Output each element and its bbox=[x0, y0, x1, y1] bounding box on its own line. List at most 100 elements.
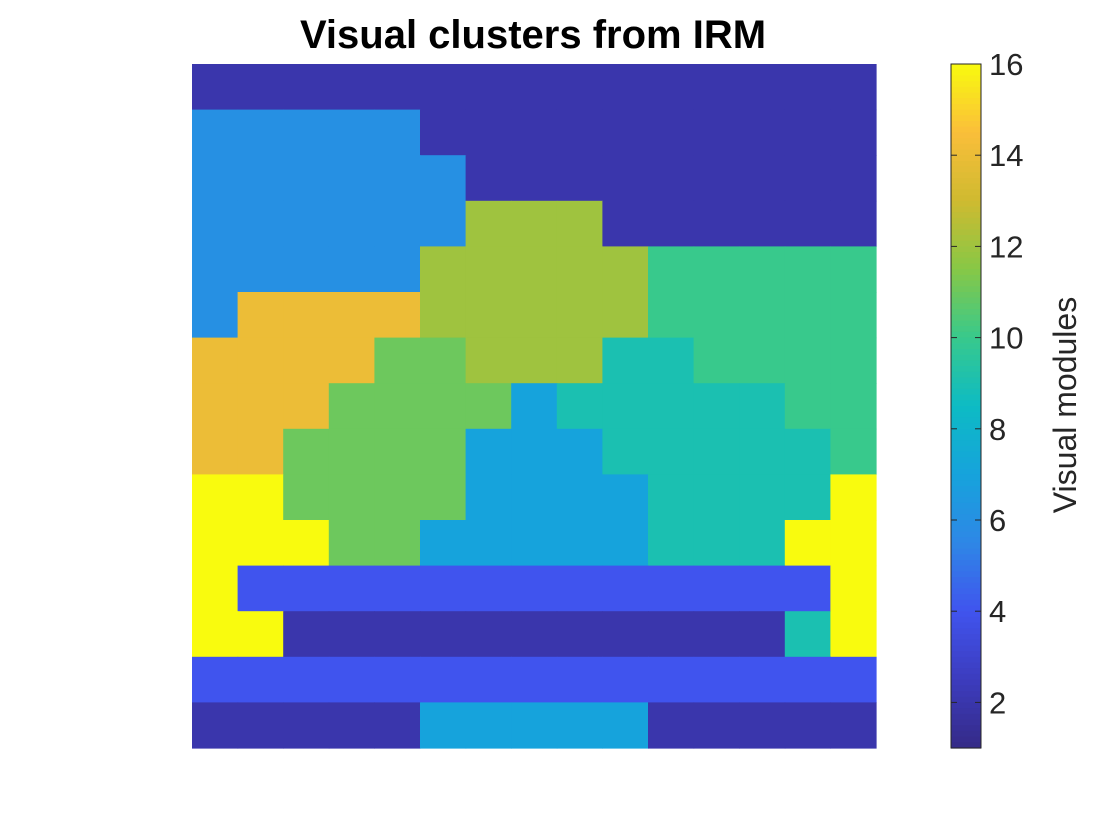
heatmap-cell bbox=[283, 109, 330, 156]
heatmap-cell bbox=[648, 656, 695, 703]
heatmap-cell bbox=[602, 520, 649, 567]
heatmap-cell bbox=[465, 383, 512, 430]
heatmap-cell bbox=[739, 109, 786, 156]
heatmap-cell bbox=[374, 64, 421, 111]
heatmap-cell bbox=[283, 565, 330, 612]
colorbar-segment bbox=[951, 75, 981, 82]
colorbar-segment bbox=[951, 571, 981, 578]
colorbar-segment bbox=[951, 628, 981, 635]
heatmap-cell bbox=[374, 337, 421, 384]
heatmap-cell bbox=[648, 702, 695, 749]
colorbar-segment bbox=[951, 394, 981, 401]
colorbar-segment bbox=[951, 155, 981, 162]
heatmap-cell bbox=[556, 565, 603, 612]
heatmap-cell bbox=[556, 474, 603, 521]
colorbar-segment bbox=[951, 691, 981, 698]
heatmap-cell bbox=[192, 155, 239, 202]
heatmap-cell bbox=[602, 200, 649, 247]
colorbar-segment bbox=[951, 166, 981, 173]
heatmap-cell bbox=[830, 656, 877, 703]
colorbar-segment bbox=[951, 274, 981, 282]
colorbar-segment bbox=[951, 520, 981, 527]
colorbar-segment bbox=[951, 121, 981, 128]
heatmap-cell bbox=[192, 337, 239, 384]
colorbar-segment bbox=[951, 138, 981, 145]
colorbar-segment bbox=[951, 103, 981, 111]
colorbar-segment bbox=[951, 388, 981, 396]
chart-title: Visual clusters from IRM bbox=[300, 13, 766, 57]
heatmap-cell bbox=[511, 64, 558, 111]
colorbar-segment bbox=[951, 383, 981, 390]
colorbar-segment bbox=[951, 468, 981, 475]
heatmap-cell bbox=[830, 155, 877, 202]
heatmap-cell bbox=[328, 109, 375, 156]
colorbar-segment bbox=[951, 172, 981, 179]
heatmap-cell bbox=[830, 428, 877, 475]
heatmap-cell bbox=[328, 155, 375, 202]
heatmap-cell bbox=[192, 656, 239, 703]
colorbar-segment bbox=[951, 69, 981, 76]
heatmap-cell bbox=[374, 565, 421, 612]
colorbar-frame bbox=[950, 63, 982, 749]
heatmap-cell bbox=[693, 611, 740, 658]
colorbar-tick-label: 4 bbox=[989, 594, 1006, 629]
colorbar-segment bbox=[951, 622, 981, 629]
colorbar-segment bbox=[951, 292, 981, 299]
heatmap-cell bbox=[784, 474, 831, 521]
heatmap-cell bbox=[784, 292, 831, 339]
heatmap-cell bbox=[283, 520, 330, 567]
heatmap-cell bbox=[465, 337, 512, 384]
heatmap-cell bbox=[511, 155, 558, 202]
heatmap-cell bbox=[237, 428, 284, 475]
colorbar-segment bbox=[951, 537, 981, 544]
heatmap-cell bbox=[739, 474, 786, 521]
heatmap-cell bbox=[511, 246, 558, 293]
colorbar-segment bbox=[951, 417, 981, 424]
heatmap-cell bbox=[511, 428, 558, 475]
colorbar-segment bbox=[951, 206, 981, 213]
heatmap-cell bbox=[739, 200, 786, 247]
heatmap-cell bbox=[784, 64, 831, 111]
colorbar-segment bbox=[951, 662, 981, 669]
heatmap-cell bbox=[648, 520, 695, 567]
heatmap-cell bbox=[648, 428, 695, 475]
heatmap-cell bbox=[328, 520, 375, 567]
colorbar-segment bbox=[951, 354, 981, 361]
colorbar-segment bbox=[951, 200, 981, 208]
heatmap-cell bbox=[693, 292, 740, 339]
heatmap-cell bbox=[648, 565, 695, 612]
colorbar-segment bbox=[951, 252, 981, 259]
heatmap-cell bbox=[556, 109, 603, 156]
heatmap-cell bbox=[648, 109, 695, 156]
colorbar-segment bbox=[951, 730, 981, 738]
heatmap-cell bbox=[648, 292, 695, 339]
colorbar-segment bbox=[951, 303, 981, 310]
colorbar-segment bbox=[951, 377, 981, 384]
heatmap-cell bbox=[693, 702, 740, 749]
heatmap-cell bbox=[602, 292, 649, 339]
heatmap-cell bbox=[420, 565, 467, 612]
colorbar-segment bbox=[951, 451, 981, 458]
colorbar-segment bbox=[951, 229, 981, 236]
heatmap-cell bbox=[556, 428, 603, 475]
heatmap-cell bbox=[328, 656, 375, 703]
heatmap-cell bbox=[602, 428, 649, 475]
colorbar-segment bbox=[951, 673, 981, 681]
heatmap-cell bbox=[784, 702, 831, 749]
heatmap-cell bbox=[739, 64, 786, 111]
colorbar-segment bbox=[951, 178, 981, 185]
colorbar-segment bbox=[951, 160, 981, 168]
colorbar-segment bbox=[951, 331, 981, 339]
heatmap-cell bbox=[283, 337, 330, 384]
heatmap-cell bbox=[192, 292, 239, 339]
colorbar-segment bbox=[951, 497, 981, 504]
heatmap-cell bbox=[374, 155, 421, 202]
colorbar-segment bbox=[951, 257, 981, 265]
heatmap-cell bbox=[511, 292, 558, 339]
heatmap-cell bbox=[648, 246, 695, 293]
colorbar-segment bbox=[951, 423, 981, 430]
colorbar-segment bbox=[951, 314, 981, 322]
heatmap-cell bbox=[693, 155, 740, 202]
heatmap-cell bbox=[465, 520, 512, 567]
heatmap-cell bbox=[283, 474, 330, 521]
